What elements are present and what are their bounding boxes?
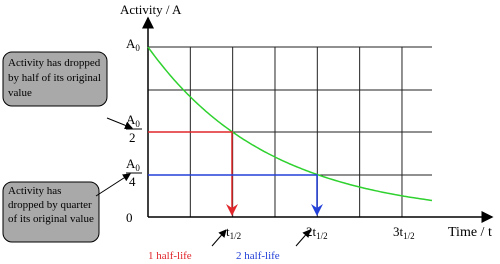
callout-text: Activity has dropped by quarter of its o… (8, 185, 94, 225)
callout-arrow (106, 117, 133, 130)
x-label: t1/2 (226, 224, 241, 241)
y-label-a0: A0 (126, 36, 140, 53)
y-label-quarter-den: 4 (129, 174, 136, 189)
quarter-guide (148, 174, 318, 210)
pointer (211, 229, 227, 247)
callout-text: Activity has dropped by half of its orig… (8, 57, 101, 99)
x-label: 3t1/2 (393, 224, 415, 241)
callout: Activity has dropped by quarter of its o… (8, 185, 94, 225)
callout-box (2, 181, 100, 243)
y-label-quarter: A0 (126, 156, 140, 173)
decay-curve (147, 46, 433, 202)
callout-arrow (95, 173, 131, 197)
x-title: Time / t (448, 225, 492, 240)
note: 1 half-life (148, 250, 192, 262)
note: 2 half-life (236, 250, 280, 262)
callout-box (2, 51, 108, 107)
y-title: Activity / A (120, 2, 182, 17)
half-guide (148, 131, 233, 210)
half-arrow (226, 204, 238, 216)
callout: Activity has dropped by half of its orig… (8, 57, 101, 99)
y-label-half: A0 (126, 112, 140, 129)
quarter-arrow (311, 204, 323, 216)
y-label-half-den: 2 (129, 130, 136, 145)
origin-label: 0 (126, 210, 133, 225)
x-label: 2t1/2 (306, 224, 328, 241)
pointer (295, 229, 311, 247)
